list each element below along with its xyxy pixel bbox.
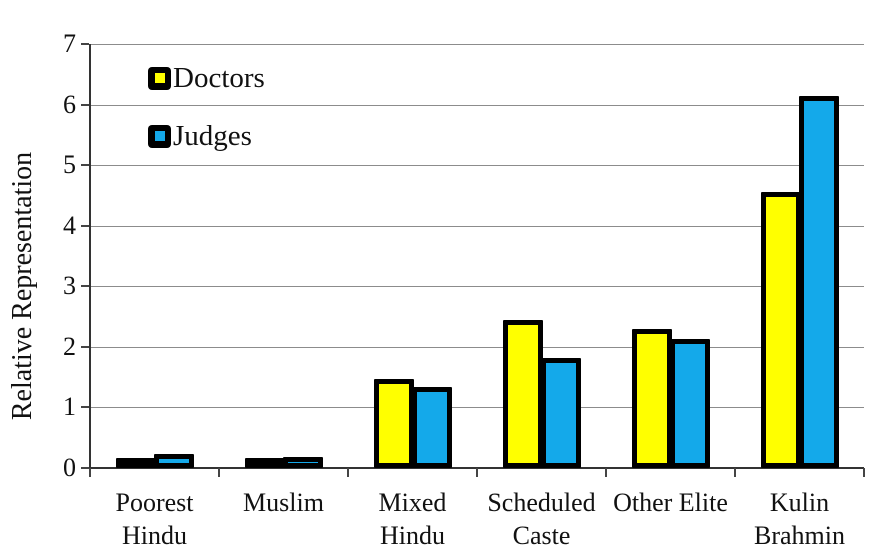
x-tick-mark-3 [476, 468, 478, 477]
y-tick-label-7: 7 [63, 29, 76, 58]
y-tick-mark-2 [81, 346, 89, 348]
category-label-line: Caste [512, 521, 571, 550]
y-tick-mark-3 [81, 285, 89, 287]
y-tick-label-3: 3 [63, 271, 76, 300]
y-tick-mark-1 [81, 406, 89, 408]
category-label-scheduled-caste: Scheduled Caste [477, 486, 606, 552]
legend-item-judges: Judges [148, 119, 265, 152]
bar-doctors-muslim [245, 458, 285, 468]
gridline-7 [90, 44, 864, 45]
judges-legend-marker-icon [148, 124, 171, 148]
category-label-other-elite: Other Elite [606, 486, 735, 519]
gridline-1 [90, 407, 864, 408]
bar-doctors-other-elite [632, 329, 672, 468]
bar-judges-scheduled-caste [541, 358, 581, 468]
y-tick-mark-5 [81, 164, 89, 166]
category-label-kulin-brahmin: Kulin Brahmin [735, 486, 864, 552]
x-tick-mark-4 [605, 468, 607, 477]
y-tick-mark-0 [81, 467, 89, 469]
x-tick-mark-0 [89, 468, 91, 477]
category-label-mixed-hindu: Mixed Hindu [348, 486, 477, 552]
legend-item-doctors: Doctors [148, 61, 265, 94]
y-tick-label-6: 6 [63, 90, 76, 119]
gridline-3 [90, 286, 864, 287]
category-label-line: Mixed [378, 488, 447, 517]
category-label-line: Brahmin [754, 521, 845, 550]
bar-doctors-scheduled-caste [503, 320, 543, 468]
category-label-muslim: Muslim [219, 486, 348, 519]
y-tick-label-5: 5 [63, 150, 76, 179]
gridline-2 [90, 347, 864, 348]
legend-label-judges: Judges [173, 119, 252, 152]
x-tick-mark-6 [863, 468, 865, 477]
y-axis-line [89, 44, 91, 477]
category-label-line: Hindu [122, 521, 187, 550]
bar-judges-kulin-brahmin [799, 96, 839, 468]
category-label-line: Muslim [243, 488, 324, 517]
judges-swatch [154, 131, 165, 141]
y-tick-label-0: 0 [63, 453, 76, 482]
doctors-swatch [154, 73, 165, 83]
legend-label-doctors: Doctors [173, 61, 265, 94]
bar-doctors-mixed-hindu [374, 379, 414, 468]
category-label-line: Kulin [769, 488, 830, 517]
x-tick-mark-1 [218, 468, 220, 477]
doctors-legend-marker-icon [148, 66, 171, 90]
x-tick-mark-2 [347, 468, 349, 477]
bar-judges-muslim [283, 457, 323, 468]
category-label-line: Hindu [380, 521, 445, 550]
y-tick-label-4: 4 [63, 211, 76, 240]
gridline-4 [90, 226, 864, 227]
bar-doctors-kulin-brahmin [761, 192, 801, 468]
bar-doctors-poorest-hindu [116, 458, 156, 468]
y-tick-mark-6 [81, 104, 89, 106]
category-label-line: Scheduled [487, 488, 596, 517]
category-label-line: Other Elite [613, 488, 728, 517]
legend: Doctors Judges [148, 61, 265, 180]
bar-judges-other-elite [670, 339, 710, 468]
y-tick-mark-7 [81, 43, 89, 45]
y-tick-label-2: 2 [63, 332, 76, 361]
bar-judges-poorest-hindu [154, 454, 194, 468]
y-tick-label-1: 1 [63, 392, 76, 421]
gridline-6 [90, 105, 864, 106]
gridline-5 [90, 165, 864, 166]
bar-judges-mixed-hindu [412, 387, 452, 468]
category-label-poorest-hindu: Poorest Hindu [90, 486, 219, 552]
x-tick-mark-5 [734, 468, 736, 477]
category-label-line: Poorest [115, 488, 194, 517]
y-tick-mark-4 [81, 225, 89, 227]
